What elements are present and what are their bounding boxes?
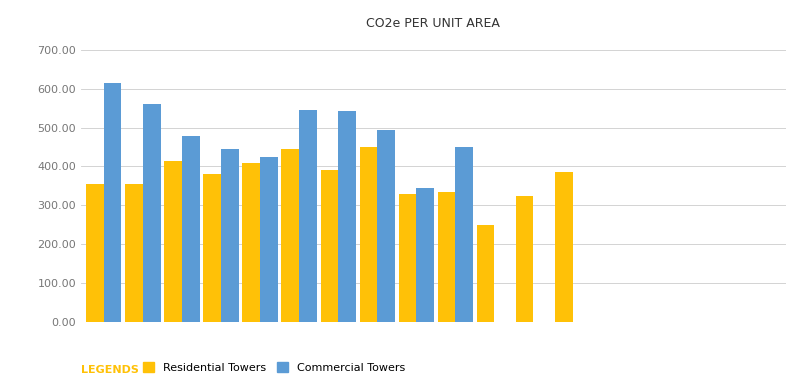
Bar — [399, 193, 416, 322]
Bar — [516, 196, 534, 322]
Bar — [281, 149, 299, 322]
Bar — [182, 136, 199, 322]
Bar — [321, 170, 338, 322]
Bar — [377, 129, 395, 322]
Bar — [143, 104, 160, 322]
Legend: Residential Towers, Commercial Towers: Residential Towers, Commercial Towers — [143, 362, 406, 373]
Bar — [86, 184, 104, 322]
Bar — [555, 172, 573, 322]
Text: LEGENDS: LEGENDS — [81, 365, 139, 375]
Bar — [260, 157, 278, 322]
Bar — [455, 147, 473, 322]
Bar — [104, 83, 122, 322]
Bar — [299, 110, 317, 322]
Bar — [221, 149, 239, 322]
Bar — [242, 162, 260, 322]
Title: CO2e PER UNIT AREA: CO2e PER UNIT AREA — [366, 17, 501, 30]
Bar — [338, 111, 356, 322]
Bar — [164, 160, 182, 322]
Bar — [203, 174, 221, 322]
Bar — [437, 192, 455, 322]
Bar — [416, 188, 434, 322]
Bar — [360, 147, 377, 322]
Bar — [477, 225, 494, 322]
Bar — [126, 184, 143, 322]
